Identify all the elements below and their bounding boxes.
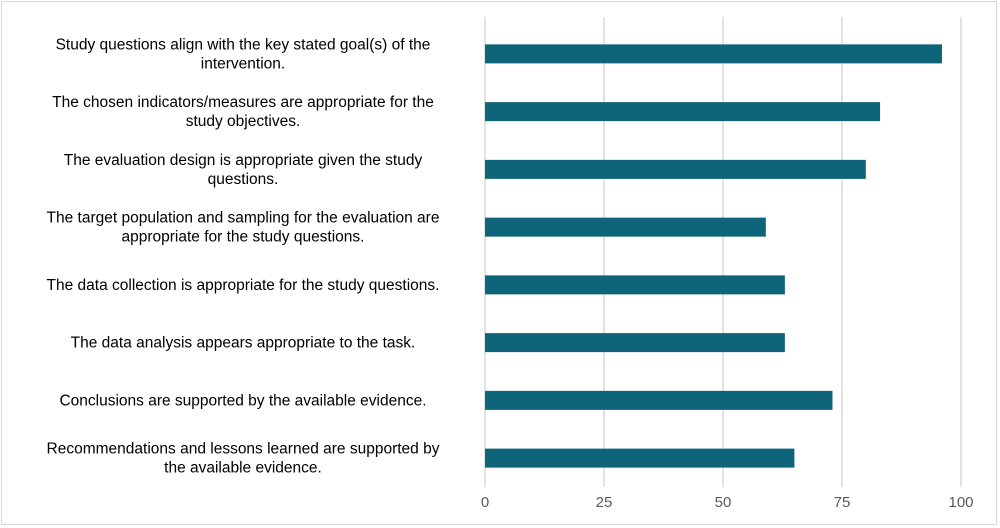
x-tick-label: 0: [481, 494, 489, 511]
bar-7: [485, 390, 833, 410]
category-label-7: Conclusions are supported by the availab…: [59, 392, 426, 409]
x-tick-label: 75: [834, 494, 851, 511]
category-label-6: The data analysis appears appropriate to…: [71, 335, 416, 352]
category-label-5: The data collection is appropriate for t…: [47, 277, 440, 294]
category-label-3: The evaluation design is appropriate giv…: [64, 152, 423, 188]
category-label-1: Study questions align with the key state…: [56, 36, 431, 72]
bars: [485, 44, 942, 468]
bar-1: [485, 44, 942, 64]
category-label-4: The target population and sampling for t…: [47, 210, 440, 246]
bar-3: [485, 159, 866, 179]
category-labels: Study questions align with the key state…: [47, 36, 440, 476]
x-axis-tick-labels: 0 25 50 75 100: [481, 494, 974, 511]
category-label-8: Recommendations and lessons learned are …: [47, 441, 440, 477]
x-tick-label: 25: [596, 494, 613, 511]
bar-6: [485, 333, 785, 353]
x-tick-label: 100: [948, 494, 973, 511]
bar-4: [485, 217, 766, 237]
bar-2: [485, 102, 881, 122]
bar-8: [485, 448, 795, 468]
category-label-2: The chosen indicators/measures are appro…: [52, 94, 434, 130]
bar-5: [485, 275, 785, 295]
x-tick-label: 50: [715, 494, 732, 511]
gridlines: [484, 17, 962, 487]
